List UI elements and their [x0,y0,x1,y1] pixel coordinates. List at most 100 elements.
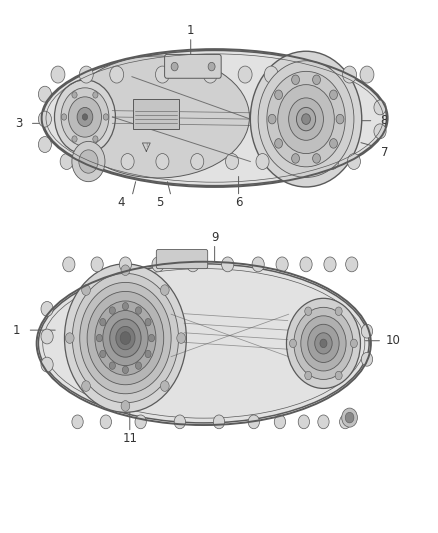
Circle shape [91,154,104,169]
Circle shape [100,415,112,429]
Circle shape [110,307,116,314]
Circle shape [148,334,155,342]
Text: 7: 7 [381,146,388,159]
Circle shape [305,307,312,316]
Circle shape [319,66,332,83]
Circle shape [342,408,357,427]
Circle shape [300,257,312,272]
Circle shape [80,282,171,394]
Circle shape [54,80,116,154]
Circle shape [39,111,51,127]
Circle shape [336,114,344,124]
Circle shape [325,154,339,169]
Circle shape [39,86,51,102]
Circle shape [361,352,373,366]
Circle shape [374,100,386,115]
Circle shape [329,90,337,100]
Circle shape [191,154,204,169]
Circle shape [41,329,53,344]
FancyBboxPatch shape [156,249,208,269]
Circle shape [275,139,283,148]
Circle shape [329,139,337,148]
Circle shape [110,362,116,369]
Circle shape [72,136,77,142]
Circle shape [318,415,329,429]
Ellipse shape [43,51,387,185]
Circle shape [160,285,169,295]
Circle shape [39,136,51,152]
Circle shape [87,292,164,385]
Ellipse shape [39,264,369,423]
Circle shape [203,66,217,83]
Circle shape [286,298,360,389]
Circle shape [95,301,156,375]
Circle shape [145,350,151,358]
Circle shape [91,257,103,272]
Circle shape [264,66,278,83]
Circle shape [60,154,73,169]
Circle shape [152,257,164,272]
Circle shape [61,114,67,120]
Circle shape [313,75,321,85]
Circle shape [258,61,354,177]
Text: 5: 5 [156,196,164,209]
Circle shape [155,66,170,83]
Circle shape [121,265,130,276]
Circle shape [96,334,102,342]
Circle shape [68,97,102,137]
Circle shape [122,366,128,374]
Circle shape [81,381,90,391]
Text: 8: 8 [381,114,388,127]
Circle shape [81,285,90,295]
Circle shape [251,51,362,187]
Circle shape [267,71,345,167]
Circle shape [292,75,300,85]
Text: 1: 1 [187,24,194,37]
Circle shape [290,66,304,83]
Circle shape [308,324,339,362]
Circle shape [65,333,74,343]
Circle shape [41,357,53,372]
Circle shape [208,62,215,71]
Circle shape [135,362,141,369]
Circle shape [347,154,360,169]
Text: 4: 4 [117,196,125,209]
Circle shape [268,114,276,124]
Circle shape [135,415,146,429]
Circle shape [315,333,332,354]
Circle shape [289,98,323,140]
Circle shape [301,316,346,371]
Text: !: ! [145,143,148,148]
Circle shape [226,154,239,169]
Circle shape [335,372,342,380]
Text: 9: 9 [211,231,219,244]
Circle shape [292,154,300,163]
Circle shape [174,415,185,429]
Circle shape [346,257,358,272]
Circle shape [119,257,131,272]
Circle shape [103,311,148,366]
Circle shape [294,308,353,379]
Circle shape [238,66,252,83]
Circle shape [280,154,293,169]
Circle shape [187,257,199,272]
Circle shape [79,150,98,173]
Circle shape [121,401,130,411]
Circle shape [72,415,83,429]
Circle shape [290,339,297,348]
FancyBboxPatch shape [165,54,221,78]
Circle shape [82,114,88,120]
Circle shape [100,318,106,326]
Circle shape [100,350,106,358]
Circle shape [120,332,131,344]
Circle shape [345,413,354,423]
Circle shape [41,302,53,317]
Circle shape [116,326,135,350]
Circle shape [320,339,327,348]
Text: 3: 3 [15,117,22,130]
Circle shape [360,66,374,83]
Circle shape [64,264,186,413]
Circle shape [256,154,269,169]
Circle shape [222,257,234,272]
Circle shape [278,85,334,154]
